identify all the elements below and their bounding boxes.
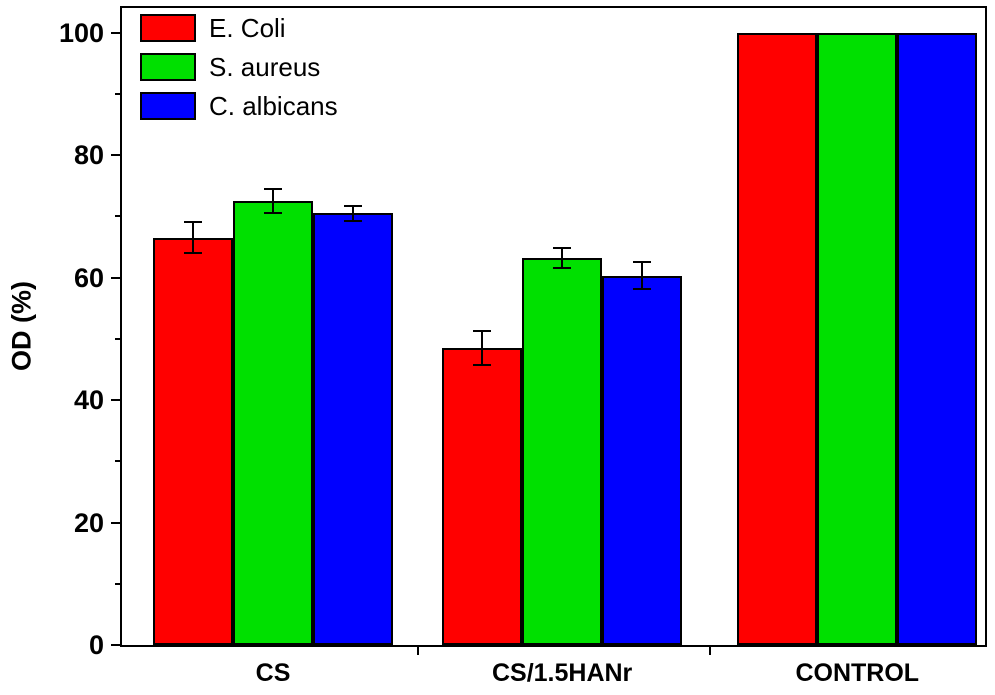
error-bar-cap (184, 252, 203, 254)
y-tick-minor (115, 460, 120, 463)
legend-item: C. albicans (140, 91, 338, 121)
error-bar-cap (344, 219, 363, 222)
bar-CONTROL-E. Coli (737, 32, 818, 645)
y-tick-label: 60 (73, 262, 104, 293)
x-category-label: CS (255, 659, 291, 687)
legend-swatch-ecoli (140, 14, 196, 42)
bar-CS-E. Coli (153, 237, 234, 645)
error-bar-cap (553, 266, 572, 269)
error-bar-cap (633, 288, 652, 291)
y-tick-major (111, 154, 120, 156)
y-tick-label: 20 (73, 507, 104, 538)
y-tick-major (111, 644, 120, 646)
y-tick-minor (115, 92, 120, 95)
error-bar-cap (184, 221, 203, 224)
y-tick-minor (115, 215, 120, 218)
bar-CONTROL-C. albicans (897, 32, 978, 645)
legend-label: S. aureus (209, 52, 321, 82)
y-tick-label: 40 (73, 385, 104, 415)
y-tick-major (111, 31, 120, 34)
x-tick-boundary (708, 647, 711, 655)
x-category-label: CS/1.5HANr (491, 659, 633, 687)
error-bar-cap (553, 247, 572, 250)
legend-item: S. aureus (140, 52, 338, 82)
error-bar-line (192, 222, 195, 253)
bar-CS-C. albicans (313, 213, 394, 645)
error-bar-cap (264, 187, 283, 190)
plot-area (120, 6, 987, 647)
error-bar-cap (633, 261, 652, 264)
y-tick-label: 80 (73, 140, 104, 170)
x-tick-boundary (416, 647, 419, 655)
error-bar-cap (473, 364, 492, 367)
error-bar-line (352, 205, 355, 221)
legend-label: C. albicans (209, 91, 338, 121)
legend-label: E. Coli (209, 13, 286, 43)
error-bar-cap (473, 329, 492, 332)
bar-CS/1.5HANr-E. Coli (442, 347, 523, 645)
y-tick-label: 100 (58, 17, 104, 48)
legend-swatch-saureus (140, 53, 196, 81)
error-bar-line (641, 262, 644, 290)
bar-CS/1.5HANr-S. aureus (522, 257, 603, 645)
y-tick-minor (115, 337, 120, 340)
bar-CONTROL-S. aureus (817, 32, 898, 645)
error-bar-line (481, 330, 484, 366)
y-tick-label: 0 (88, 630, 104, 660)
y-tick-minor (115, 582, 120, 585)
legend-swatch-calbicans (140, 92, 196, 120)
error-bar-line (272, 188, 275, 214)
error-bar-cap (264, 212, 283, 215)
bar-CS-S. aureus (233, 200, 314, 645)
bar-CS/1.5HANr-C. albicans (602, 275, 683, 645)
x-category-label: CONTROL (795, 659, 920, 687)
y-axis-label: OD (%) (6, 281, 37, 371)
y-tick-major (111, 521, 120, 524)
legend: E. Coli S. aureus C. albicans (140, 13, 338, 130)
error-bar-cap (344, 204, 363, 207)
y-tick-major (111, 276, 120, 279)
legend-item: E. Coli (140, 13, 338, 43)
y-tick-major (111, 399, 120, 401)
error-bar-line (561, 248, 564, 268)
